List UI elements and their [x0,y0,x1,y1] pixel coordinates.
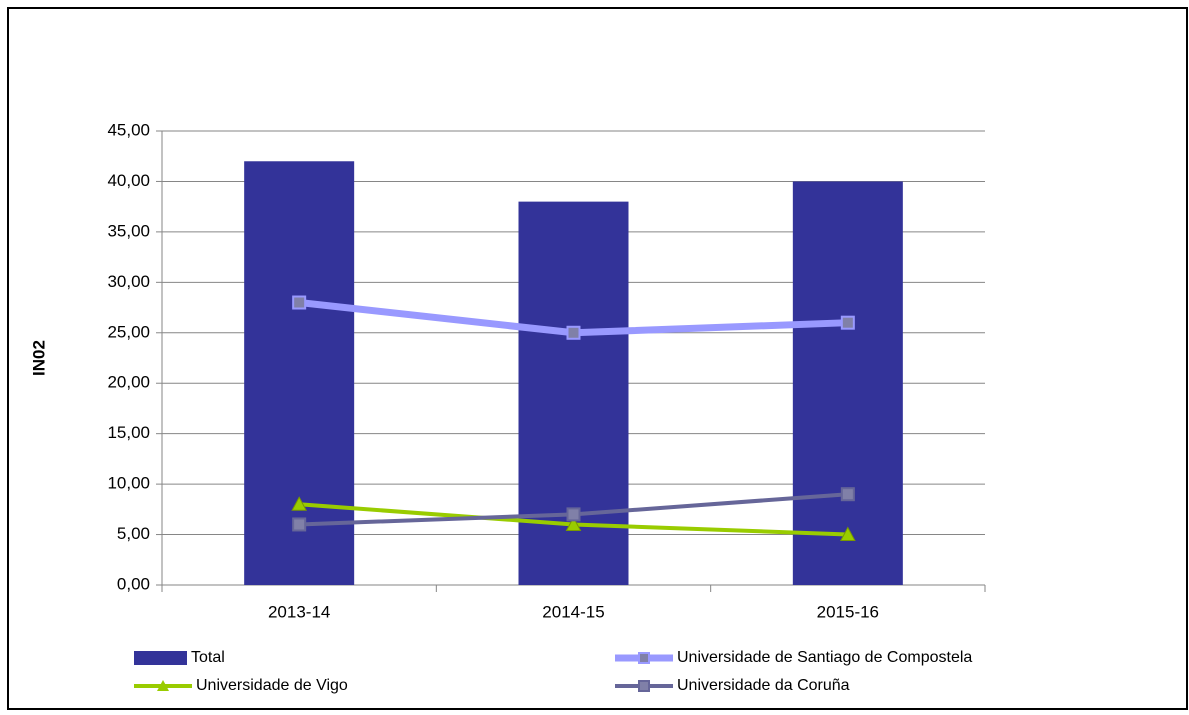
y-tick-label: 30,00 [107,272,150,291]
legend-marker [638,680,650,692]
y-tick-label: 0,00 [117,574,150,593]
legend-marker [638,652,650,664]
y-tick-label: 10,00 [107,474,150,493]
line-marker [839,526,856,542]
line-marker [292,295,307,310]
y-axis-label: IN02 [29,340,48,376]
y-tick-label: 40,00 [107,171,150,190]
line-marker [292,517,307,532]
y-tick-label: 35,00 [107,221,150,240]
legend-marker [157,680,169,691]
legend-label: Universidade de Vigo [196,677,348,694]
y-tick-label: 25,00 [107,322,150,341]
bar [244,161,355,585]
legend-label: Total [191,649,225,666]
y-tick-label: 45,00 [107,120,150,139]
y-tick-label: 15,00 [107,423,150,442]
line-marker [566,507,581,522]
y-tick-label: 20,00 [107,373,150,392]
line-marker [565,516,582,531]
legend-swatch [134,651,187,665]
line-marker [566,325,581,340]
bar [792,181,903,585]
x-tick-label: 2013-14 [268,602,330,621]
line-marker [840,315,855,330]
legend-label: Universidade de Santiago de Compostela [677,649,972,666]
y-tick-label: 5,00 [117,524,150,543]
line-marker [291,496,308,511]
legend-label: Universidade da Coruña [677,677,850,694]
x-tick-label: 2015-16 [817,602,879,621]
x-tick-label: 2014-15 [542,602,604,621]
line-marker [840,487,855,502]
